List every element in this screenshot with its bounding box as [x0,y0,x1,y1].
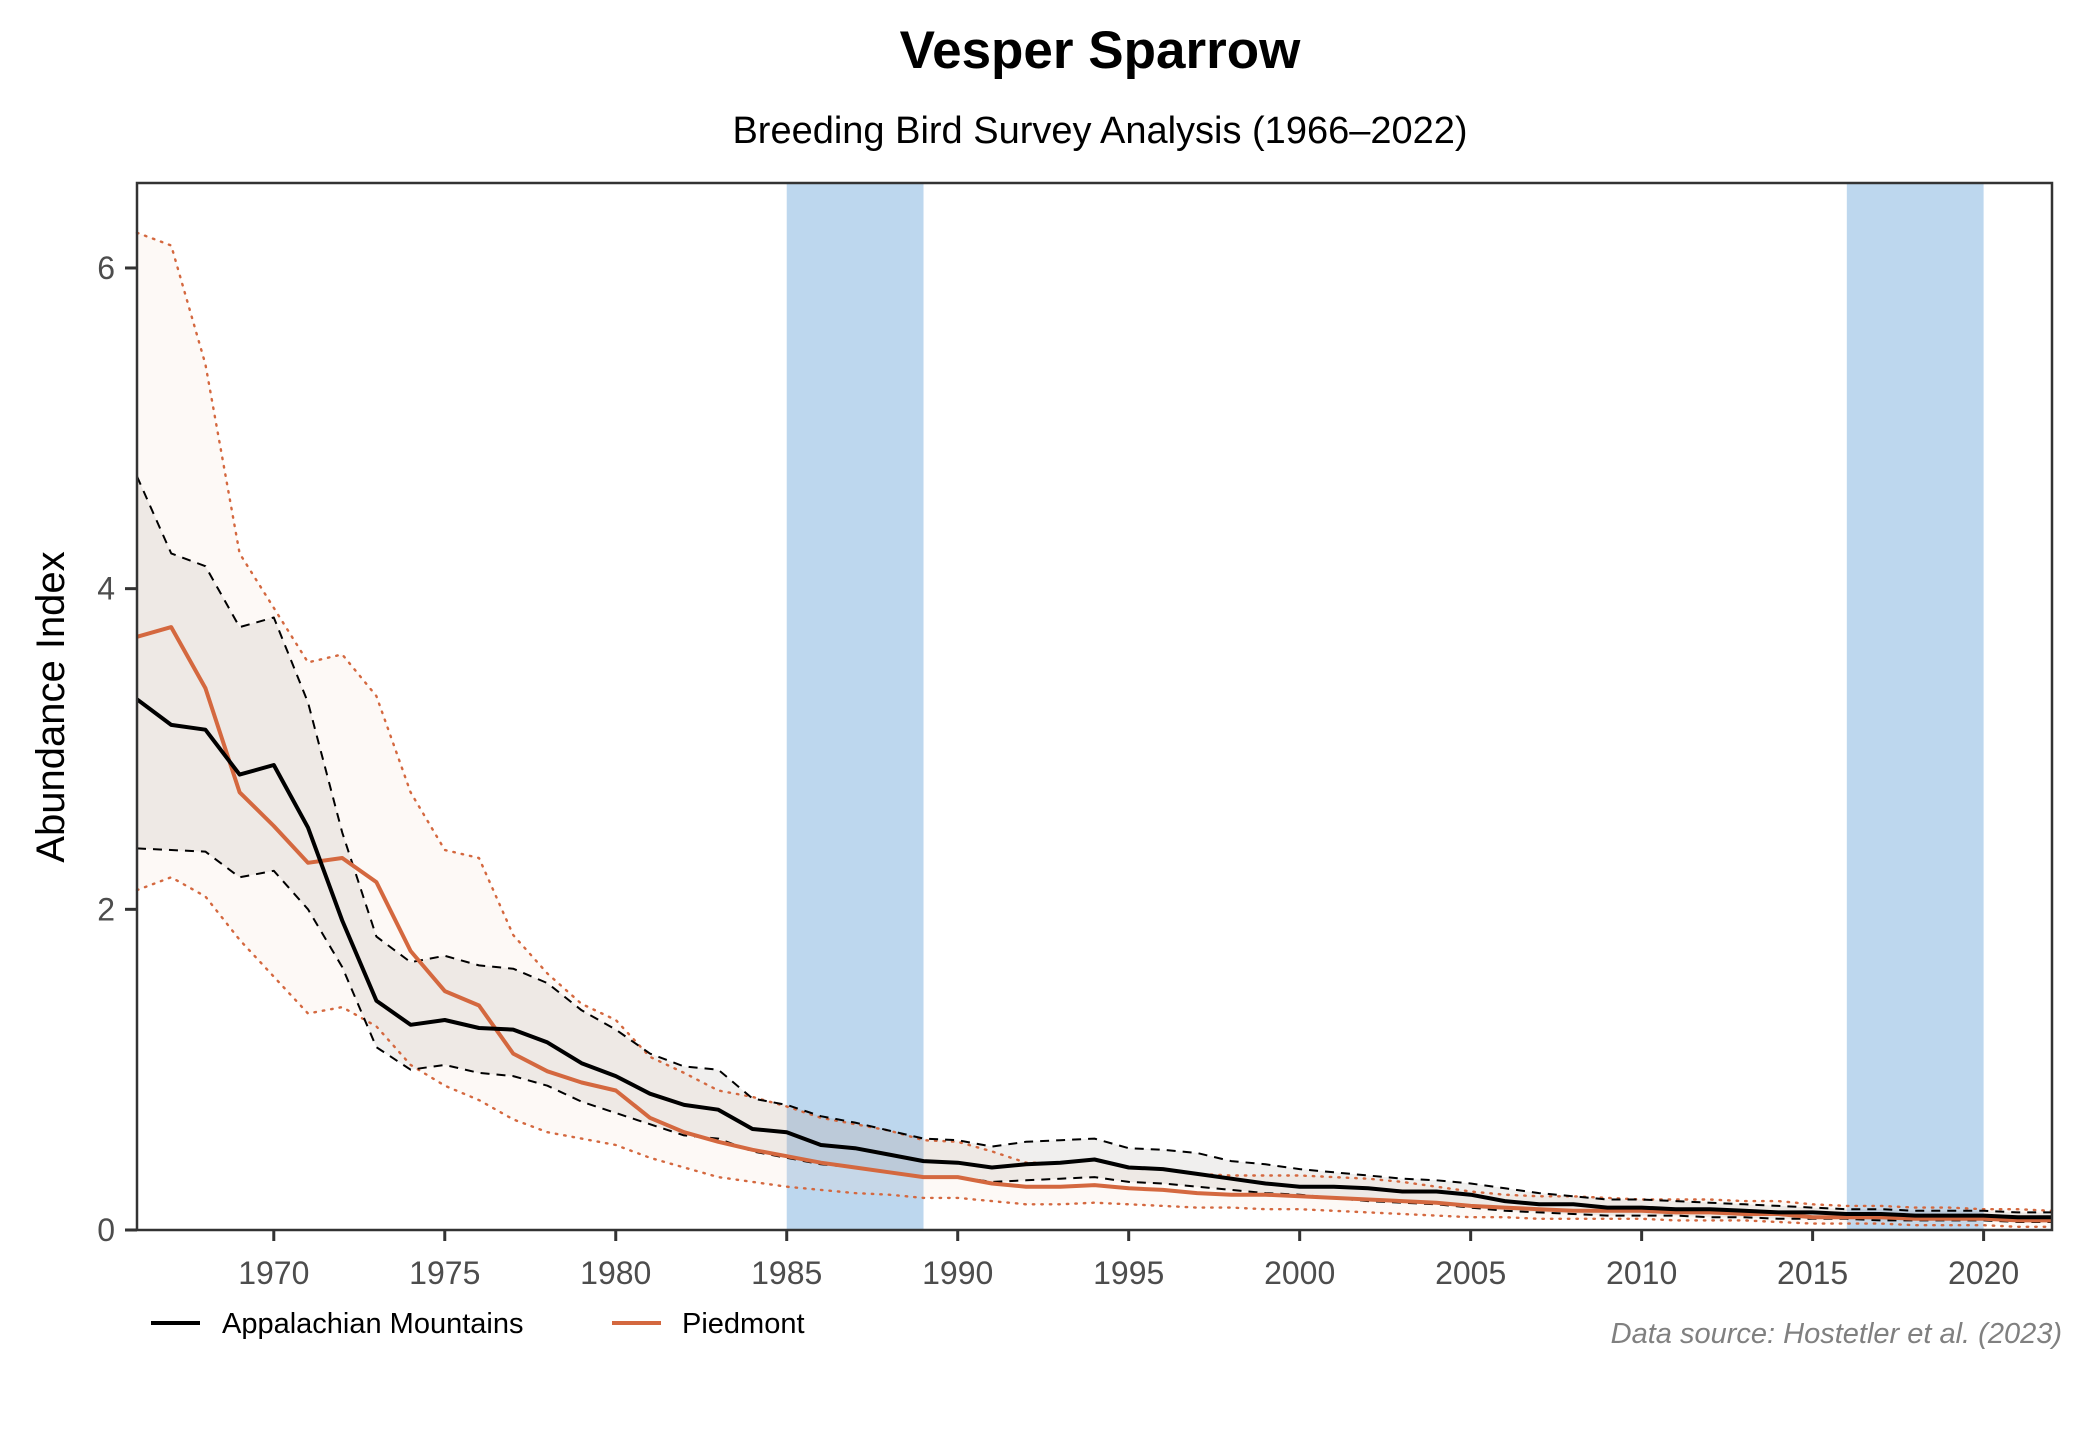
x-axis: 1970 1975 1980 1985 1990 1995 2000 2005 2010 2015… [238,1230,2019,1291]
y-tick-label-4: 4 [97,571,115,607]
y-tick-label-6: 6 [97,250,115,286]
x-tick-label-2020: 2020 [1948,1255,2019,1291]
shaded-period-2016-2020 [1846,183,1984,1230]
x-tick-label-2005: 2005 [1435,1255,1506,1291]
x-tick-label-1970: 1970 [238,1255,309,1291]
x-tick-label-2000: 2000 [1264,1255,1335,1291]
legend-label-appalachian: Appalachian Mountains [222,1308,523,1340]
y-tick-label-2: 2 [97,891,115,927]
x-tick-label-1995: 1995 [1093,1255,1164,1291]
chart-title: Vesper Sparrow [900,21,1301,80]
lower-bound-appalachian-mountains [136,847,2052,1223]
x-tick-label-1990: 1990 [922,1255,993,1291]
line-piedmont [136,625,2052,1223]
lower-bound-piedmont [135,876,2054,1229]
x-tick-label-1985: 1985 [751,1255,822,1291]
shaded-periods [786,183,1984,1230]
shaded-period-1985-1989 [786,183,924,1230]
ribbon-appalachian-mountains [137,476,2052,1222]
upper-bound-appalachian-mountains [136,475,2052,1214]
data-source-caption: Data source: Hostetler et al. (2023) [1611,1318,2062,1350]
y-tick-label-0: 0 [97,1212,115,1248]
y-axis: 0 2 4 6 [97,250,137,1248]
line-appalachian-mountains [135,697,2052,1220]
x-tick-label-1975: 1975 [409,1255,480,1291]
legend: Appalachian Mountains Piedmont [151,1308,805,1340]
x-tick-label-2010: 2010 [1606,1255,1677,1291]
confidence-ribbons [137,232,2052,1227]
chart-subtitle: Breeding Bird Survey Analysis (1966–2022… [732,110,1467,152]
legend-item-piedmont[interactable]: Piedmont [612,1308,805,1340]
series-lines [135,625,2052,1223]
legend-item-appalachian[interactable]: Appalachian Mountains [151,1308,523,1340]
x-tick-label-1980: 1980 [580,1255,651,1291]
plot-frame [135,181,2054,1232]
legend-label-piedmont: Piedmont [682,1308,805,1340]
x-tick-label-2015: 2015 [1777,1255,1848,1291]
y-axis-label: Abundance Index [29,551,73,862]
